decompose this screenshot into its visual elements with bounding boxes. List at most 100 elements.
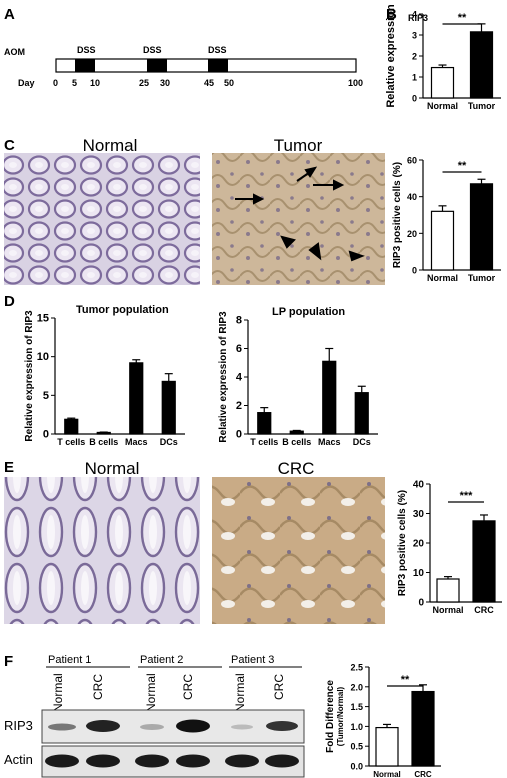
chart-c: 0 20 40 60 Normal Tumor RIP3 positive cells (%… <box>392 156 501 283</box>
y-axis-label: RIP3 positive cells (%) <box>392 162 403 268</box>
y-tick-label: 5 <box>43 390 49 402</box>
y-tick-label: 0 <box>236 429 242 441</box>
y-axis-label: RIP3 positive cells (%) <box>397 490 408 596</box>
y-tick-label: 1.5 <box>350 702 363 712</box>
y-tick-label: 30 <box>413 509 425 520</box>
y-tick-label: 1.0 <box>350 722 363 732</box>
y-tick-label: 60 <box>407 156 417 166</box>
image-c-tumor-title: Tumor <box>274 136 323 155</box>
category-label: CRC <box>414 770 432 778</box>
bar <box>161 380 176 435</box>
bar <box>430 210 455 271</box>
day-tick-5: 5 <box>72 78 77 88</box>
category-label: Normal <box>427 273 458 283</box>
aom-label: AOM <box>4 47 25 57</box>
category-label: DCs <box>160 437 178 447</box>
chart-b: 0 1 2 3 4 Normal Tumor Relative expression ** <box>385 4 501 111</box>
category-label: T cells <box>250 437 278 447</box>
category-label: Normal <box>432 605 463 615</box>
day-tick-45: 45 <box>204 78 214 88</box>
category-label: Normal <box>427 101 458 111</box>
y-axis-label-sub: (Tumor/Normal) <box>336 686 345 746</box>
y-tick-label: 10 <box>37 351 49 363</box>
chart-d2: 0 2 4 6 8 T cells B cells Macs DCs Relative expre… <box>218 311 378 447</box>
bar <box>375 726 399 767</box>
bar <box>257 412 272 435</box>
blot-rip3 <box>41 709 305 744</box>
y-tick-label: 8 <box>236 315 242 327</box>
blot-rip3-bands <box>48 719 298 733</box>
y-tick-label: 4 <box>412 10 417 20</box>
lane-5-label: Normal <box>233 673 247 712</box>
category-label: Tumor <box>468 273 496 283</box>
image-c-normal-title: Normal <box>83 136 138 155</box>
panel-label-d: D <box>4 293 15 310</box>
panel-label-a: A <box>4 6 15 23</box>
y-tick-label: 15 <box>37 313 49 325</box>
bar <box>469 183 494 271</box>
blot-row-rip3-label: RIP3 <box>4 718 33 733</box>
patient-3-label: Patient 3 <box>231 654 274 666</box>
y-tick-label: 2 <box>412 52 417 62</box>
bar <box>96 431 111 435</box>
panel-b-gene: RIP3 <box>408 13 428 23</box>
chart-e: 0 10 20 30 40 Normal CRC RIP3 positive cells (%… <box>397 480 502 615</box>
category-label: CRC <box>474 605 494 615</box>
bar <box>430 66 455 99</box>
bar <box>411 690 435 767</box>
lane-2-label: CRC <box>91 674 105 700</box>
dss-label-3: DSS <box>208 45 227 55</box>
patient-headers: Patient 1 Patient 2 Patient 3 <box>46 654 302 668</box>
lane-3-label: Normal <box>144 673 158 712</box>
patient-1-label: Patient 1 <box>48 654 91 666</box>
category-label: Normal <box>373 770 401 778</box>
significance-stars: ** <box>458 12 467 24</box>
y-axis-label: Relative expression of RIP3 <box>24 310 35 442</box>
bar <box>469 31 494 99</box>
y-axis-label: Relative expression <box>385 4 397 108</box>
y-tick-label: 2.5 <box>350 663 363 673</box>
y-tick-label: 40 <box>407 192 417 202</box>
day-tick-0: 0 <box>53 78 58 88</box>
bar <box>64 418 79 435</box>
lane-4-label: CRC <box>181 674 195 700</box>
y-tick-label: 2 <box>236 400 242 412</box>
day-tick-10: 10 <box>90 78 100 88</box>
micrograph-crc-e <box>212 477 385 624</box>
dss-block-3 <box>208 59 228 72</box>
category-label: B cells <box>282 437 311 447</box>
panel-label-c: C <box>4 137 15 154</box>
chart-f: 0.0 0.5 1.0 1.5 2.0 2.5 Normal CRC Fold Differen… <box>325 663 441 778</box>
significance-stars: ** <box>401 674 410 686</box>
bar <box>354 392 369 435</box>
panel-label-f: F <box>4 653 13 670</box>
y-tick-label: 0 <box>412 266 417 276</box>
bar <box>129 362 144 435</box>
dss-block-1 <box>75 59 95 72</box>
panel-label-e: E <box>4 459 14 476</box>
y-tick-label: 0 <box>412 94 417 104</box>
y-tick-label: 0 <box>43 429 49 441</box>
micrograph-normal-e <box>4 477 200 624</box>
y-tick-label: 40 <box>413 480 425 491</box>
lane-1-label: Normal <box>51 673 65 712</box>
day-tick-100: 100 <box>348 78 363 88</box>
lane-labels: Normal CRC Normal CRC Normal CRC <box>51 673 286 712</box>
image-e-crc-title: CRC <box>278 459 315 478</box>
patient-2-label: Patient 2 <box>140 654 183 666</box>
day-tick-30: 30 <box>160 78 170 88</box>
category-label: DCs <box>353 437 371 447</box>
category-label: B cells <box>89 437 118 447</box>
category-label: Macs <box>125 437 148 447</box>
bar <box>289 430 304 435</box>
chart-d1: 0 5 10 15 T cells B cells Macs DCs Relative expr… <box>24 310 185 447</box>
y-axis-label: Relative expression of RIP3 <box>218 311 229 443</box>
y-tick-label: 10 <box>413 568 425 579</box>
y-tick-label: 0.0 <box>350 762 363 772</box>
day-label: Day <box>18 78 35 88</box>
y-tick-label: 20 <box>413 539 425 550</box>
blot-row-actin-label: Actin <box>4 752 33 767</box>
panel-label-b: B <box>386 6 397 23</box>
bar <box>472 520 496 603</box>
bar <box>322 360 337 435</box>
